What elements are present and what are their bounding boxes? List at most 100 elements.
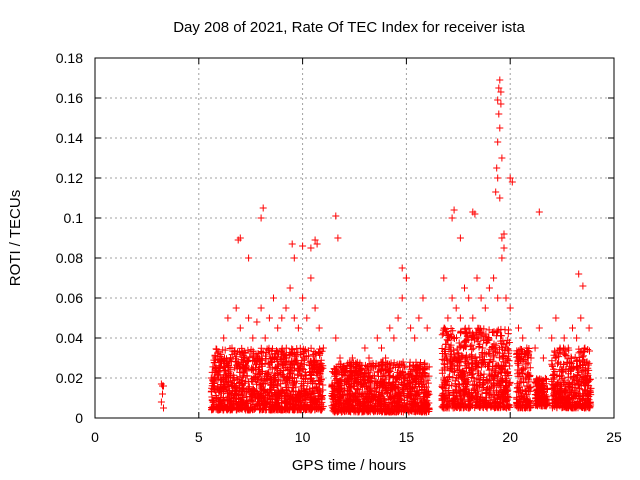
data-point: [455, 356, 463, 364]
data-point: [472, 399, 480, 407]
data-point: [449, 361, 457, 369]
data-point: [448, 360, 456, 368]
data-point: [501, 389, 509, 397]
data-point: [279, 362, 287, 370]
data-point: [269, 405, 277, 413]
data-point: [497, 100, 505, 108]
data-point: [266, 386, 274, 394]
data-point: [451, 353, 459, 361]
data-point: [315, 403, 323, 411]
data-point: [362, 396, 370, 403]
data-point: [217, 404, 225, 411]
data-point: [349, 392, 357, 400]
x-tick-label: 5: [195, 429, 203, 445]
data-point: [518, 402, 526, 410]
data-point: [307, 244, 315, 252]
data-point: [448, 294, 456, 302]
data-point: [224, 400, 231, 408]
data-point: [477, 294, 485, 302]
data-point: [470, 374, 478, 382]
data-point: [249, 334, 257, 342]
data-point: [494, 394, 501, 402]
data-point: [504, 345, 512, 353]
data-point: [575, 270, 583, 278]
data-point: [274, 375, 282, 383]
data-point: [352, 359, 360, 367]
data-point: [361, 377, 369, 385]
data-point: [318, 364, 326, 372]
y-tick-label: 0.08: [56, 250, 83, 266]
data-point: [275, 360, 283, 368]
data-point: [257, 304, 265, 312]
data-point: [239, 385, 247, 393]
data-point: [281, 358, 289, 366]
data-point: [253, 380, 260, 388]
data-point: [353, 385, 361, 393]
data-point: [245, 314, 253, 322]
data-point: [490, 274, 498, 282]
data-point: [525, 376, 533, 384]
data-point: [308, 404, 316, 412]
data-point: [287, 363, 294, 371]
data-point: [485, 366, 493, 374]
data-point: [216, 387, 224, 395]
data-point: [390, 334, 398, 342]
data-point: [464, 371, 472, 379]
data-point: [479, 381, 486, 389]
y-tick-label: 0.18: [56, 50, 83, 66]
data-point: [336, 394, 344, 402]
data-point: [492, 188, 500, 196]
data-point: [350, 395, 358, 403]
data-point: [268, 389, 276, 397]
data-point: [358, 383, 366, 391]
data-point: [377, 392, 385, 399]
data-point: [252, 357, 260, 365]
data-point: [212, 402, 220, 410]
data-point: [354, 379, 362, 386]
data-point: [466, 353, 474, 361]
data-point: [526, 373, 534, 380]
data-point: [226, 394, 234, 402]
data-point: [270, 384, 278, 391]
data-point: [438, 345, 446, 352]
y-tick-label: 0.1: [64, 210, 84, 226]
data-point: [410, 396, 418, 403]
data-point: [300, 356, 308, 364]
data-point: [238, 349, 246, 356]
data-point: [504, 368, 512, 376]
data-point: [456, 314, 464, 322]
data-point: [505, 326, 512, 334]
data-point: [290, 314, 298, 322]
data-point: [552, 314, 560, 322]
data-point: [441, 350, 449, 358]
data-point: [237, 356, 245, 364]
data-point: [220, 371, 228, 379]
data-point: [375, 407, 383, 415]
data-point: [236, 379, 243, 386]
data-point: [235, 394, 243, 402]
data-point: [225, 370, 233, 378]
data-point: [408, 372, 416, 380]
data-point: [420, 401, 428, 408]
data-point: [237, 363, 245, 371]
data-point: [403, 401, 411, 409]
data-point: [493, 327, 501, 335]
data-point: [487, 371, 495, 379]
data-point: [225, 362, 232, 369]
data-point: [256, 381, 264, 389]
data-point: [314, 361, 322, 368]
data-point: [353, 404, 361, 412]
data-point: [423, 324, 431, 332]
data-point: [443, 378, 451, 385]
data-point: [259, 204, 267, 212]
data-point: [496, 194, 504, 202]
data-point: [494, 138, 502, 146]
data-point: [448, 214, 456, 222]
data-point: [319, 344, 327, 352]
x-tick-label: 10: [295, 429, 311, 445]
data-point: [342, 407, 350, 415]
y-tick-label: 0.06: [56, 290, 83, 306]
data-point: [375, 389, 383, 396]
data-point: [513, 347, 521, 355]
